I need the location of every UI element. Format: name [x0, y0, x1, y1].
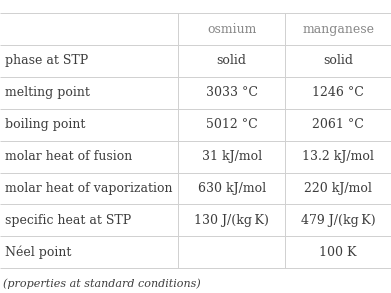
- Text: 630 kJ/mol: 630 kJ/mol: [197, 182, 266, 195]
- Text: (properties at standard conditions): (properties at standard conditions): [3, 278, 201, 289]
- Text: molar heat of fusion: molar heat of fusion: [5, 150, 132, 163]
- Text: solid: solid: [217, 54, 247, 67]
- Text: 130 J/(kg K): 130 J/(kg K): [194, 214, 269, 227]
- Text: melting point: melting point: [5, 86, 90, 99]
- Text: 100 K: 100 K: [319, 246, 357, 259]
- Text: specific heat at STP: specific heat at STP: [5, 214, 131, 227]
- Text: 31 kJ/mol: 31 kJ/mol: [202, 150, 262, 163]
- Text: boiling point: boiling point: [5, 118, 85, 131]
- Text: molar heat of vaporization: molar heat of vaporization: [5, 182, 172, 195]
- Text: 13.2 kJ/mol: 13.2 kJ/mol: [302, 150, 374, 163]
- Text: 3033 °C: 3033 °C: [206, 86, 258, 99]
- Text: osmium: osmium: [207, 23, 256, 36]
- Text: manganese: manganese: [302, 23, 374, 36]
- Text: Néel point: Néel point: [5, 246, 71, 259]
- Text: 1246 °C: 1246 °C: [312, 86, 364, 99]
- Text: phase at STP: phase at STP: [5, 54, 88, 67]
- Text: 479 J/(kg K): 479 J/(kg K): [301, 214, 375, 227]
- Text: 2061 °C: 2061 °C: [312, 118, 364, 131]
- Text: solid: solid: [323, 54, 353, 67]
- Text: 5012 °C: 5012 °C: [206, 118, 258, 131]
- Text: 220 kJ/mol: 220 kJ/mol: [304, 182, 372, 195]
